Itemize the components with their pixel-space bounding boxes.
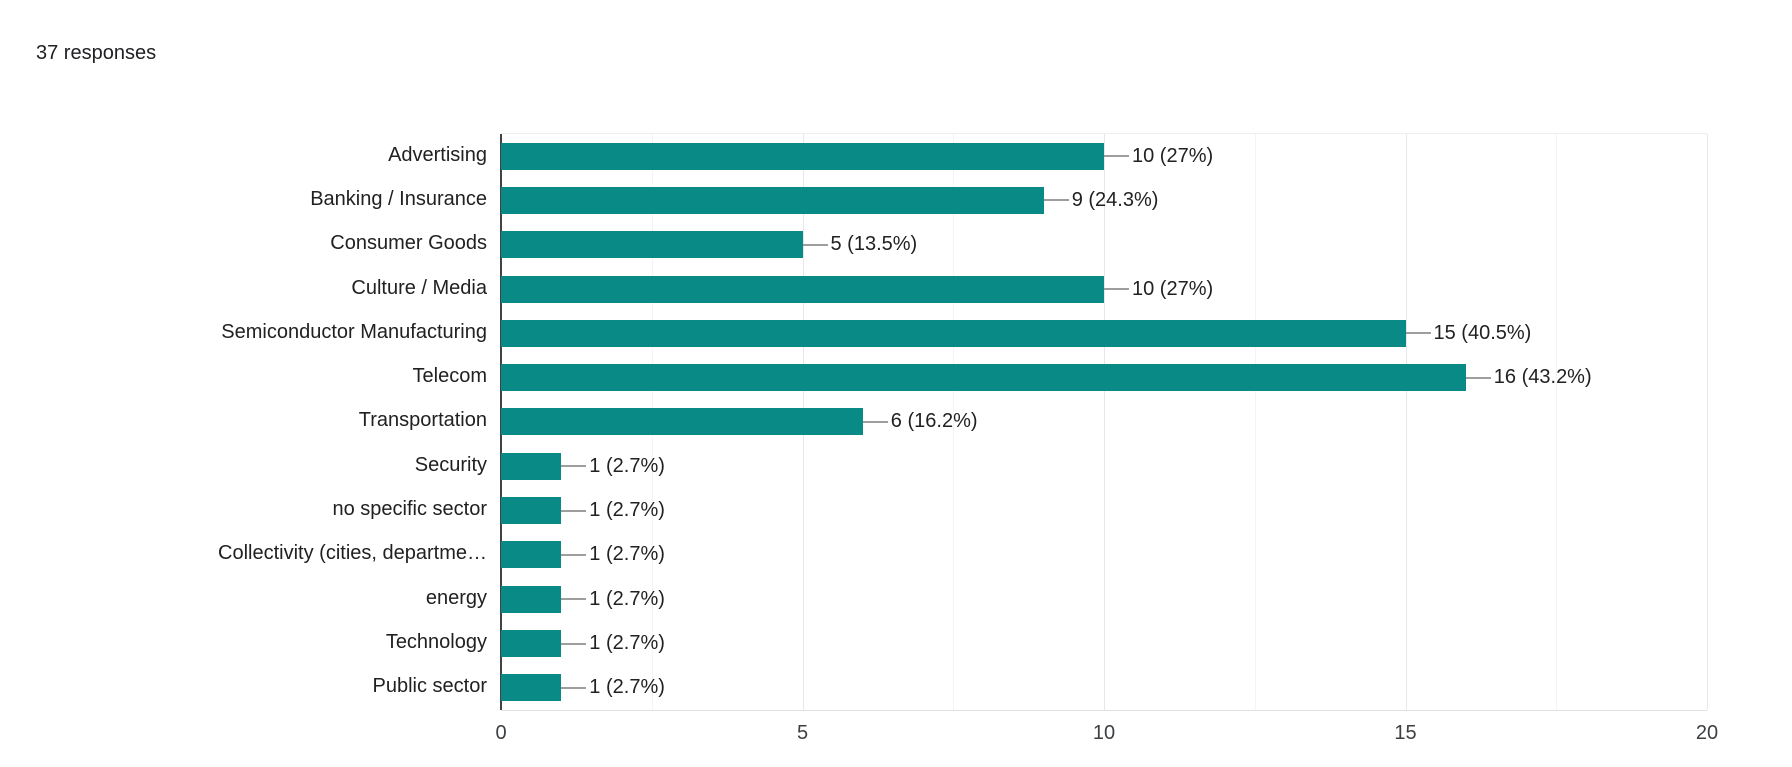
bar[interactable] bbox=[501, 541, 562, 569]
bar[interactable] bbox=[501, 497, 562, 525]
bar-row: 1 (2.7%) bbox=[501, 533, 1707, 577]
bar-row: 16 (43.2%) bbox=[501, 356, 1707, 400]
bar-row: 1 (2.7%) bbox=[501, 444, 1707, 488]
bar[interactable] bbox=[501, 186, 1044, 214]
value-connector-line bbox=[1465, 376, 1491, 379]
responses-count: 37 responses bbox=[36, 42, 157, 64]
major-gridline bbox=[1104, 134, 1105, 710]
x-tick-label: 20 bbox=[1695, 722, 1719, 744]
value-label: 1 (2.7%) bbox=[589, 676, 665, 699]
bar-row: 15 (40.5%) bbox=[501, 311, 1707, 355]
bar[interactable] bbox=[501, 275, 1104, 303]
value-label: 10 (27%) bbox=[1132, 277, 1214, 300]
value-label: 1 (2.7%) bbox=[589, 543, 665, 566]
bar[interactable] bbox=[501, 231, 803, 259]
minor-gridline bbox=[1254, 134, 1256, 710]
value-connector-line bbox=[561, 686, 587, 689]
x-tick-label: 10 bbox=[1092, 722, 1116, 744]
value-label: 15 (40.5%) bbox=[1433, 321, 1532, 344]
bar[interactable] bbox=[501, 452, 562, 480]
category-label: Public sector bbox=[372, 675, 488, 698]
category-label: Security bbox=[414, 453, 487, 476]
category-label: Semiconductor Manufacturing bbox=[221, 320, 487, 343]
value-connector-line bbox=[561, 465, 587, 468]
value-connector-line bbox=[561, 642, 587, 645]
major-gridline bbox=[1405, 134, 1407, 710]
value-connector-line bbox=[561, 598, 587, 601]
bar-row: 5 (13.5%) bbox=[501, 223, 1707, 267]
value-label: 1 (2.7%) bbox=[589, 587, 665, 610]
category-label: Technology bbox=[385, 631, 487, 654]
x-tick-label: 5 bbox=[796, 722, 809, 744]
bar-row: 1 (2.7%) bbox=[501, 666, 1707, 710]
value-connector-line bbox=[561, 509, 587, 512]
value-label: 1 (2.7%) bbox=[589, 454, 665, 477]
category-label: Transportation bbox=[358, 409, 487, 432]
x-axis-baseline bbox=[501, 710, 1707, 711]
value-connector-line bbox=[862, 420, 888, 423]
bar[interactable] bbox=[501, 630, 562, 658]
plot-area: 10 (27%) 9 (24.3%) 5 (13.5%) 10 (27%) 15 (40… bbox=[500, 133, 1708, 711]
category-labels-column: Advertising Banking / Insurance Consumer G… bbox=[0, 133, 493, 709]
value-connector-line bbox=[802, 243, 828, 246]
category-label: Culture / Media bbox=[351, 276, 487, 299]
bar-row: 6 (16.2%) bbox=[501, 400, 1707, 444]
minor-gridline bbox=[953, 134, 955, 710]
value-label: 1 (2.7%) bbox=[589, 632, 665, 655]
major-gridline bbox=[1707, 134, 1708, 710]
category-label: Banking / Insurance bbox=[310, 187, 487, 210]
bar[interactable] bbox=[501, 364, 1466, 392]
value-label: 5 (13.5%) bbox=[830, 233, 918, 256]
category-label: Collectivity (cities, departme… bbox=[218, 542, 487, 565]
x-tick-label: 0 bbox=[495, 722, 507, 744]
category-label: Telecom bbox=[412, 365, 487, 388]
value-connector-line bbox=[561, 553, 587, 556]
x-tick-label: 15 bbox=[1394, 722, 1417, 744]
category-label: Consumer Goods bbox=[330, 232, 487, 255]
category-label: Advertising bbox=[388, 143, 487, 166]
value-label: 9 (24.3%) bbox=[1071, 188, 1159, 211]
bar-row: 9 (24.3%) bbox=[501, 178, 1707, 222]
value-label: 16 (43.2%) bbox=[1493, 366, 1592, 389]
bar[interactable] bbox=[501, 585, 562, 613]
bar[interactable] bbox=[501, 674, 562, 702]
minor-gridline bbox=[1556, 134, 1558, 710]
bar[interactable] bbox=[501, 142, 1104, 170]
value-connector-line bbox=[1043, 199, 1069, 202]
bar[interactable] bbox=[501, 408, 863, 436]
x-axis-ticks: 0 5 10 15 20 bbox=[495, 722, 1718, 752]
value-label: 1 (2.7%) bbox=[589, 499, 665, 522]
bar-row: 10 (27%) bbox=[501, 267, 1707, 311]
value-connector-line bbox=[1104, 155, 1129, 158]
value-connector-line bbox=[1104, 288, 1129, 291]
category-label: no specific sector bbox=[332, 498, 487, 521]
bar-row: 1 (2.7%) bbox=[501, 488, 1707, 532]
value-label: 6 (16.2%) bbox=[890, 410, 978, 433]
category-label: energy bbox=[425, 586, 487, 609]
value-connector-line bbox=[1405, 332, 1431, 335]
bar-row: 10 (27%) bbox=[501, 134, 1707, 178]
bar-row: 1 (2.7%) bbox=[501, 621, 1707, 665]
value-label: 10 (27%) bbox=[1132, 144, 1214, 167]
bar-row: 1 (2.7%) bbox=[501, 577, 1707, 621]
bar[interactable] bbox=[501, 319, 1406, 347]
